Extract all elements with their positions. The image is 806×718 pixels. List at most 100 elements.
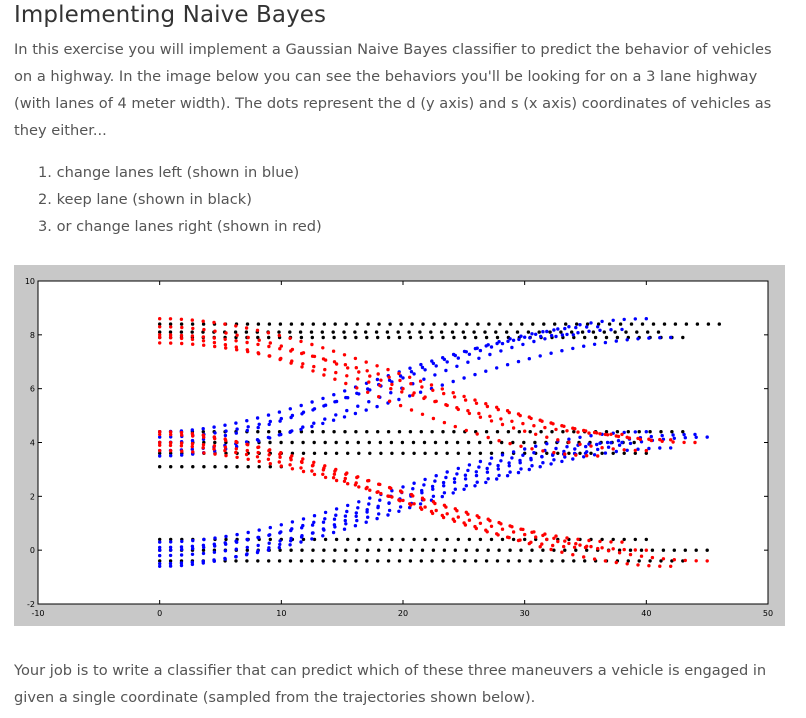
trajectory-point — [398, 374, 403, 378]
trajectory-point — [497, 473, 501, 478]
trajectory-point — [434, 537, 438, 542]
trajectory-point — [398, 403, 403, 408]
trajectory-point — [467, 518, 472, 522]
trajectory-point — [574, 548, 578, 552]
trajectory-point — [441, 480, 446, 485]
trajectory-point — [389, 440, 394, 445]
trajectory-point — [364, 408, 368, 412]
trajectory-point — [323, 517, 327, 521]
trajectory-point — [571, 346, 575, 351]
trajectory-point — [587, 538, 591, 543]
trajectory-point — [387, 494, 391, 498]
trajectory-point — [290, 467, 295, 471]
trajectory-point — [290, 413, 295, 418]
trajectory-point — [364, 520, 368, 524]
trajectory-point — [633, 548, 637, 552]
trajectory-point — [463, 335, 467, 340]
trajectory-point — [423, 477, 427, 482]
x-tick-label: 50 — [763, 609, 773, 618]
trajectory-point — [576, 331, 580, 335]
trajectory-point — [672, 558, 676, 562]
trajectory-point — [466, 360, 470, 364]
trajectory-point — [477, 356, 481, 360]
trajectory-point — [245, 537, 249, 542]
behavior-item-left: 1. change lanes left (shown in blue) — [38, 164, 300, 181]
trajectory-point — [467, 411, 472, 416]
trajectory-point — [614, 560, 618, 565]
trajectory-point — [661, 557, 666, 561]
trajectory-point — [310, 464, 315, 468]
trajectory-point — [466, 512, 470, 516]
trajectory-point — [574, 453, 578, 457]
trajectory-point — [656, 330, 661, 334]
trajectory-point — [343, 363, 348, 367]
trajectory-point — [323, 510, 328, 515]
trajectory-point — [245, 548, 249, 552]
trajectory-point — [179, 561, 184, 565]
trajectory-point — [377, 322, 381, 326]
trajectory-point — [534, 332, 538, 336]
trajectory-point — [589, 444, 593, 448]
trajectory-point — [521, 342, 525, 347]
trajectory-point — [312, 354, 317, 359]
trajectory-point — [420, 365, 425, 370]
trajectory-point — [321, 472, 325, 476]
trajectory-point — [541, 330, 545, 334]
trajectory-point — [636, 436, 640, 441]
trajectory-point — [312, 364, 316, 369]
trajectory-point — [289, 361, 293, 365]
trajectory-point — [580, 330, 585, 334]
trajectory-point — [279, 464, 283, 468]
trajectory-point — [500, 440, 504, 445]
trajectory-point — [509, 322, 513, 326]
trajectory-point — [256, 351, 260, 355]
trajectory-point — [440, 383, 444, 387]
trajectory-point — [375, 377, 380, 382]
trajectory-point — [474, 470, 478, 474]
trajectory-point — [681, 335, 685, 340]
trajectory-point — [277, 410, 282, 414]
trajectory-point — [478, 451, 483, 455]
trajectory-point — [158, 564, 162, 568]
trajectory-point — [411, 487, 415, 491]
trajectory-point — [301, 440, 305, 445]
trajectory-point — [455, 472, 459, 476]
trajectory-point — [289, 456, 293, 460]
trajectory-point — [635, 330, 639, 334]
trajectory-point — [366, 515, 370, 519]
trajectory-point — [488, 414, 492, 418]
trajectory-point — [463, 473, 468, 477]
trajectory-point — [409, 548, 414, 552]
trajectory-point — [451, 491, 455, 495]
trajectory-point — [521, 421, 525, 426]
trajectory-point — [574, 542, 578, 546]
trajectory-point — [606, 445, 611, 449]
trajectory-point — [693, 432, 697, 437]
behavior-item-keep: 2. keep lane (shown in black) — [38, 191, 252, 208]
trajectory-point — [190, 438, 195, 443]
trajectory-point — [168, 317, 173, 321]
trajectory-point — [353, 356, 358, 361]
trajectory-point — [520, 322, 524, 326]
trajectory-point — [301, 537, 306, 542]
trajectory-point — [408, 559, 413, 563]
trajectory-point — [606, 549, 611, 553]
trajectory-point — [346, 503, 350, 508]
trajectory-point — [541, 449, 545, 453]
trajectory-point — [598, 432, 602, 436]
trajectory-point — [397, 371, 401, 376]
trajectory-point — [277, 330, 281, 334]
trajectory-point — [583, 559, 587, 563]
trajectory-point — [334, 451, 339, 455]
trajectory-point — [279, 523, 283, 527]
trajectory-point — [562, 449, 566, 454]
trajectory-point — [517, 559, 521, 563]
trajectory-point — [461, 330, 465, 334]
trajectory-point — [532, 339, 536, 344]
trajectory-point — [573, 447, 577, 451]
trajectory-point — [158, 430, 162, 434]
trajectory-point — [644, 430, 648, 434]
trajectory-point — [419, 430, 423, 434]
trajectory-point — [682, 440, 686, 445]
trajectory-point — [639, 554, 644, 558]
